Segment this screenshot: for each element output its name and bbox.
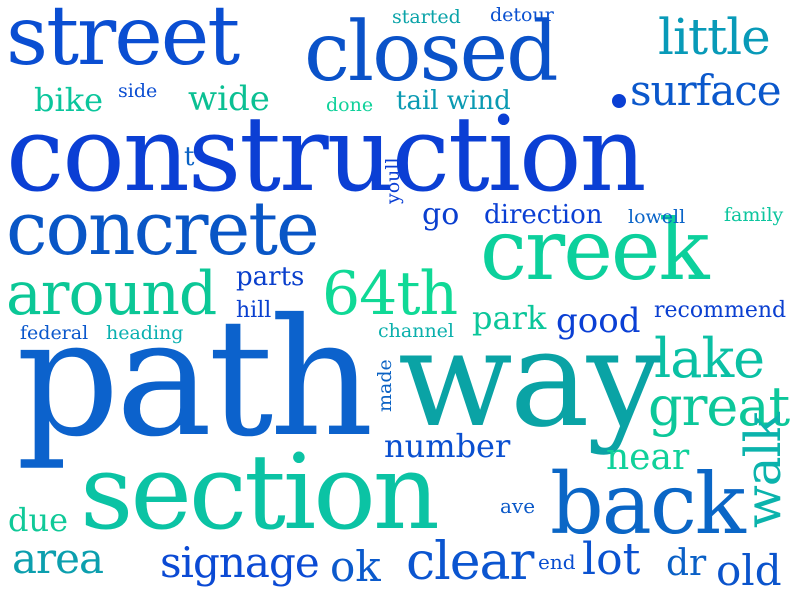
word-lowell: lowell bbox=[628, 206, 686, 228]
word-bike: bike bbox=[34, 81, 104, 119]
word-old: old bbox=[716, 546, 782, 595]
word-direction: direction bbox=[484, 200, 603, 230]
word-parts: parts bbox=[236, 262, 305, 292]
word-channel: channel bbox=[378, 320, 454, 342]
word-ok: ok bbox=[330, 542, 381, 591]
word-area: area bbox=[12, 534, 104, 583]
word-64th: 64th bbox=[322, 259, 458, 329]
dot-mark bbox=[612, 94, 626, 108]
word-great: great bbox=[648, 375, 790, 438]
word-end: end bbox=[538, 550, 576, 574]
word-t: t bbox=[184, 142, 195, 172]
word-due: due bbox=[8, 501, 69, 539]
word-clear: clear bbox=[406, 532, 534, 592]
word-hill: hill bbox=[236, 298, 272, 323]
word-lot: lot bbox=[582, 534, 641, 585]
word-walk: walk bbox=[734, 413, 792, 528]
word-surface: surface bbox=[630, 66, 782, 115]
word-tail-wind: tail wind bbox=[396, 86, 511, 116]
word-lake: lake bbox=[654, 327, 765, 390]
word-dr: dr bbox=[666, 543, 707, 584]
word-youll: youll bbox=[382, 157, 404, 204]
word-go: go bbox=[422, 197, 460, 232]
word-way: way bbox=[398, 301, 662, 457]
word-creek: creek bbox=[480, 201, 710, 299]
word-heading: heading bbox=[106, 322, 184, 344]
word-wide: wide bbox=[188, 79, 270, 119]
word-family: family bbox=[724, 204, 784, 226]
word-around: around bbox=[6, 259, 217, 329]
word-street: street bbox=[6, 0, 240, 84]
word-signage: signage bbox=[160, 538, 320, 587]
word-construction: construction bbox=[6, 93, 647, 215]
word-closed: closed bbox=[304, 5, 559, 100]
word-made: made bbox=[374, 359, 396, 412]
word-federal: federal bbox=[20, 322, 89, 344]
word-ave: ave bbox=[500, 494, 536, 518]
word-detour: detour bbox=[490, 4, 554, 26]
word-done: done bbox=[326, 94, 374, 116]
word-little: little bbox=[658, 8, 771, 66]
word-path: path bbox=[16, 285, 374, 473]
word-good: good bbox=[556, 301, 641, 341]
word-park: park bbox=[472, 299, 547, 337]
word-started: started bbox=[392, 6, 461, 28]
word-number: number bbox=[384, 427, 511, 465]
word-section: section bbox=[80, 431, 440, 553]
word-side: side bbox=[118, 80, 158, 102]
word-back: back bbox=[550, 455, 746, 553]
word-near: near bbox=[606, 437, 690, 478]
word-concrete: concrete bbox=[6, 186, 320, 272]
word-recommend: recommend bbox=[654, 298, 787, 323]
